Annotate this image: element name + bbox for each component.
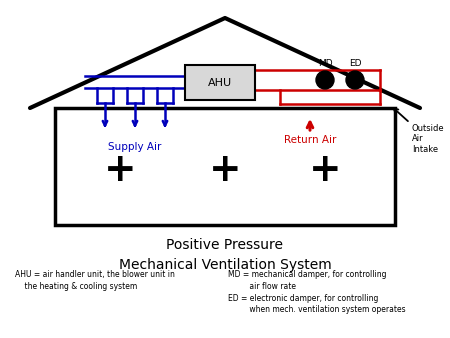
Text: Positive Pressure
Mechanical Ventilation System: Positive Pressure Mechanical Ventilation… bbox=[119, 238, 331, 271]
Bar bbox=[185, 65, 255, 100]
Text: +: + bbox=[104, 151, 136, 189]
Text: +: + bbox=[209, 151, 241, 189]
Circle shape bbox=[316, 71, 334, 89]
Text: MD = mechanical damper, for controlling
         air flow rate
ED = electronic d: MD = mechanical damper, for controlling … bbox=[228, 270, 405, 314]
Text: ED: ED bbox=[349, 59, 361, 68]
Text: Outside
Air
Intake: Outside Air Intake bbox=[412, 124, 445, 154]
Circle shape bbox=[346, 71, 364, 89]
Text: +: + bbox=[309, 151, 341, 189]
Text: Supply Air: Supply Air bbox=[108, 142, 162, 152]
Text: AHU: AHU bbox=[208, 77, 232, 88]
Text: Return Air: Return Air bbox=[284, 135, 336, 145]
Text: MD: MD bbox=[318, 59, 332, 68]
Text: AHU = air handler unit, the blower unit in
    the heating & cooling system: AHU = air handler unit, the blower unit … bbox=[15, 270, 175, 291]
